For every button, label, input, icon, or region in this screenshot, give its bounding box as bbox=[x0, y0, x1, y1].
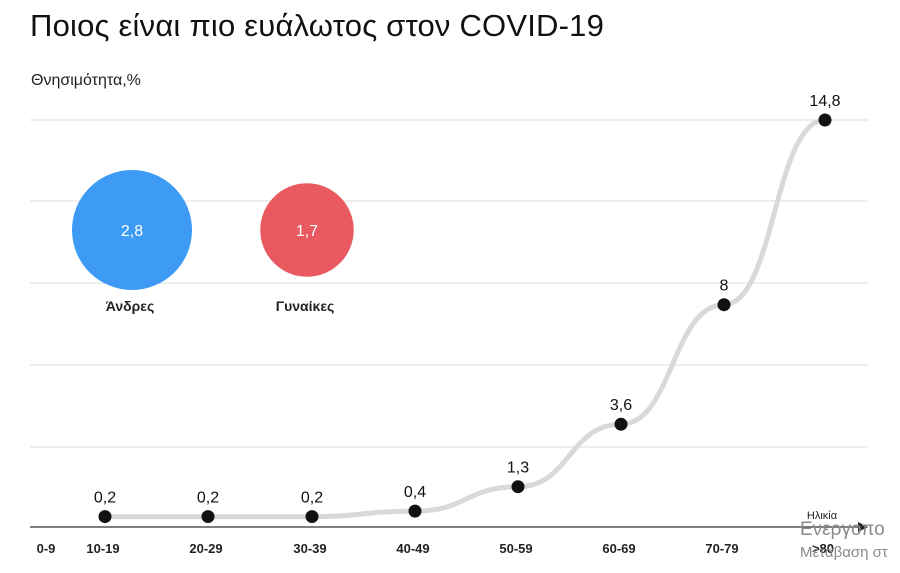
bubble-men bbox=[72, 170, 192, 290]
x-tick-label: 20-29 bbox=[189, 541, 222, 556]
series-line bbox=[102, 117, 828, 520]
bubble-label: Άνδρες bbox=[106, 298, 154, 314]
x-axis-label: Ηλικία bbox=[807, 510, 838, 522]
bubble-value: 1,7 bbox=[296, 223, 318, 240]
watermark-line-2: Μετάβαση στ bbox=[800, 544, 888, 561]
data-label: 0,2 bbox=[197, 490, 219, 507]
x-tick-label: 40-49 bbox=[396, 541, 429, 556]
data-point bbox=[511, 480, 525, 494]
data-point bbox=[98, 510, 112, 524]
data-point bbox=[408, 504, 422, 518]
x-tick-label: >80 bbox=[812, 541, 834, 556]
data-point bbox=[201, 510, 215, 524]
watermark-line-1: Ενεργοπο bbox=[800, 519, 885, 540]
data-point bbox=[614, 417, 628, 431]
data-label: 8 bbox=[720, 278, 729, 295]
data-label: 1,3 bbox=[507, 460, 529, 477]
chart-title: Ποιος είναι πιο ευάλωτος στον COVID-19 bbox=[30, 8, 605, 43]
data-point bbox=[717, 298, 731, 312]
data-label: 0,2 bbox=[94, 490, 116, 507]
bubble-label: Γυναίκες bbox=[276, 298, 335, 314]
x-tick-label: 50-59 bbox=[499, 541, 532, 556]
x-tick-label: 60-69 bbox=[602, 541, 635, 556]
data-label: 0,2 bbox=[301, 490, 323, 507]
y-axis-label: Θνησιμότητα,% bbox=[31, 72, 141, 89]
x-tick-label: 10-19 bbox=[86, 541, 119, 556]
x-axis-arrow bbox=[858, 522, 868, 532]
data-point bbox=[305, 510, 319, 524]
x-tick-label: 30-39 bbox=[293, 541, 326, 556]
data-label: 3,6 bbox=[610, 397, 632, 414]
x-tick-label: 0-9 bbox=[37, 541, 56, 556]
data-label: 0,4 bbox=[404, 484, 426, 501]
data-label: 14,8 bbox=[809, 93, 840, 110]
data-point bbox=[818, 113, 832, 127]
bubble-value: 2,8 bbox=[121, 223, 143, 240]
x-tick-label: 70-79 bbox=[705, 541, 738, 556]
bubble-women bbox=[260, 183, 354, 277]
